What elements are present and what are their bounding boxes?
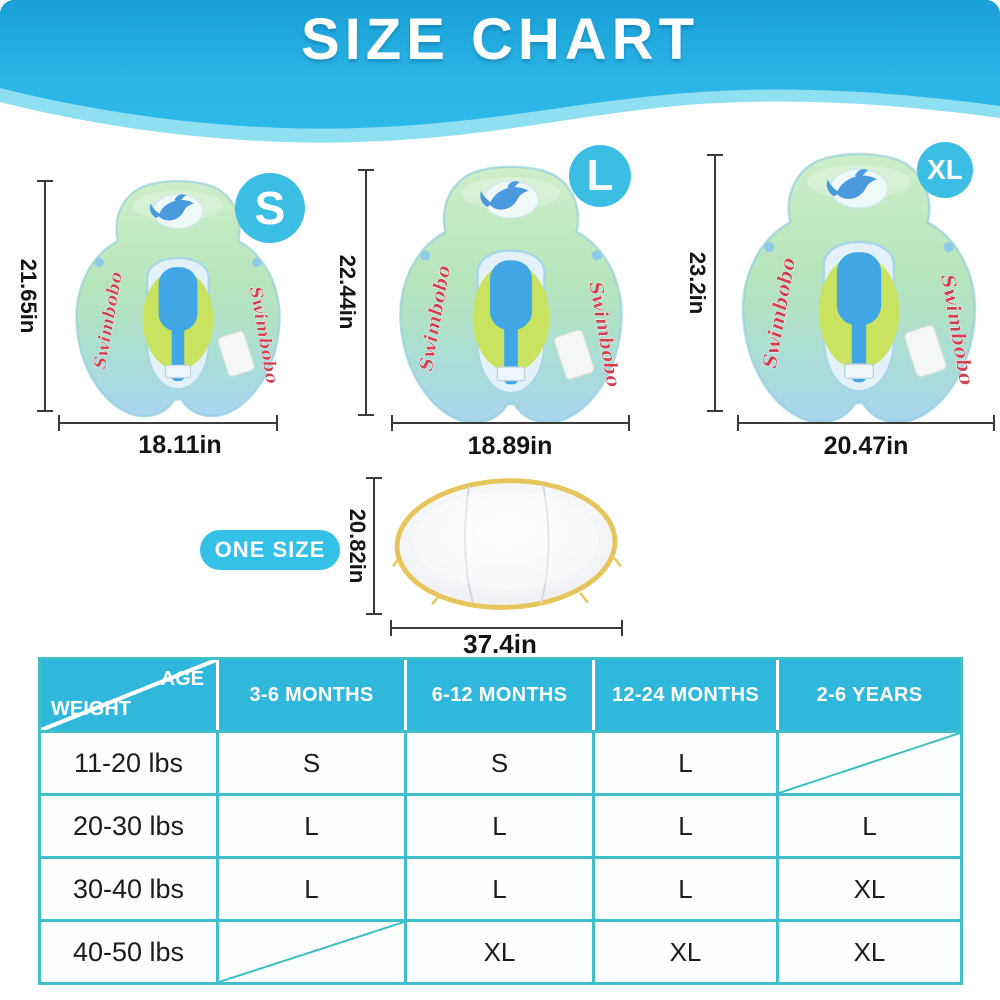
height-dimension-line-s xyxy=(37,180,53,412)
width-label-canopy: 37.4in xyxy=(463,629,537,659)
velcro-strap xyxy=(217,330,255,377)
row-weight-label: 30-40 lbs xyxy=(41,856,216,919)
strap-buckle xyxy=(844,363,874,380)
seat-backrest xyxy=(489,260,533,330)
row-weight-label: 11-20 lbs xyxy=(41,730,216,793)
table-cell-size: L xyxy=(216,856,404,919)
table-cell-size: S xyxy=(404,730,592,793)
canopy-seam-right xyxy=(540,484,550,604)
velcro-strap xyxy=(553,329,595,380)
shoulder-clip-left xyxy=(764,241,775,253)
corner-age-label: AGE xyxy=(160,668,204,690)
table-cell-size: L xyxy=(592,793,776,856)
width-label-l: 18.89in xyxy=(467,432,553,460)
height-dimension-line-xl xyxy=(707,154,723,412)
banner-wave xyxy=(0,0,1000,143)
height-label-l: 22.44in xyxy=(335,254,360,330)
table-cell-size: S xyxy=(216,730,404,793)
size-badge-l: L xyxy=(569,145,631,207)
table-cell-size: XL xyxy=(404,919,592,982)
table-cell-size: L xyxy=(404,793,592,856)
canopy-seam-left xyxy=(464,485,474,603)
height-label-xl: 23.2in xyxy=(685,251,710,315)
width-dimension-line-canopy xyxy=(390,620,623,636)
table-cell-size: L xyxy=(592,730,776,793)
shoulder-clip-right xyxy=(943,241,954,253)
float-figure-l: Swimbobo Swimbobo xyxy=(399,165,624,424)
canopy-shine xyxy=(413,491,599,589)
canopy-figure xyxy=(392,478,622,610)
seat-backrest xyxy=(158,267,198,331)
shoulder-clip-left xyxy=(94,258,104,268)
row-weight-label: 20-30 lbs xyxy=(41,793,216,856)
height-label-canopy: 20.82in xyxy=(345,508,370,584)
table-cell-size: XL xyxy=(776,856,960,919)
diagonal-empty-cell xyxy=(776,730,960,793)
table-cell-size: L xyxy=(404,856,592,919)
row-weight-label: 40-50 lbs xyxy=(41,919,216,982)
seat-backrest xyxy=(836,252,882,326)
width-dimension-line-s xyxy=(58,415,278,431)
width-dimension-line-l xyxy=(391,415,630,431)
dolphin-logo-icon xyxy=(826,169,878,199)
velcro-strap xyxy=(903,324,947,378)
strap-buckle xyxy=(496,366,526,382)
height-dimension-line-canopy xyxy=(366,477,382,615)
table-cell-size: L xyxy=(216,793,404,856)
canopy-body xyxy=(394,478,618,610)
width-dimension-line-xl xyxy=(737,415,995,431)
height-dimension-line-l xyxy=(358,169,374,416)
strap-buckle xyxy=(164,364,192,379)
size-badge-xl: XL xyxy=(917,142,973,198)
one-size-pill: ONE SIZE xyxy=(200,530,340,570)
float-figure-xl: Swimbobo Swimbobo xyxy=(741,152,978,424)
dolphin-logo-icon xyxy=(480,181,529,210)
table-cell-size: L xyxy=(592,856,776,919)
height-label-s: 21.65in xyxy=(16,258,41,334)
dolphin-logo-icon xyxy=(149,194,194,221)
width-label-xl: 20.47in xyxy=(823,432,909,460)
shoulder-clip-right xyxy=(252,258,262,268)
canopy-tie-left xyxy=(392,556,622,606)
page-title: SIZE CHART xyxy=(301,7,699,72)
shoulder-clip-right xyxy=(591,250,602,261)
width-label-s: 18.11in xyxy=(138,431,222,459)
size-badge-s: S xyxy=(235,173,305,243)
table-cell-size: XL xyxy=(592,919,776,982)
corner-weight-label: WEIGHT xyxy=(51,698,131,720)
column-header-6-12-months: 6-12 MONTHS xyxy=(404,660,592,730)
column-header-12-24-months: 12-24 MONTHS xyxy=(592,660,776,730)
size-table: AGE WEIGHT 3-6 MONTHS 6-12 MONTHS 12-24 … xyxy=(38,657,963,985)
diagonal-empty-cell xyxy=(216,919,404,982)
table-corner-cell: AGE WEIGHT xyxy=(41,660,216,730)
column-header-2-6-years: 2-6 YEARS xyxy=(776,660,960,730)
shoulder-clip-left xyxy=(420,250,431,261)
table-cell-size: L xyxy=(776,793,960,856)
float-figure-s: Swimbobo Swimbobo xyxy=(75,179,282,418)
banner: SIZE CHART xyxy=(0,0,1000,150)
column-header-3-6-months: 3-6 MONTHS xyxy=(216,660,404,730)
table-cell-size: XL xyxy=(776,919,960,982)
